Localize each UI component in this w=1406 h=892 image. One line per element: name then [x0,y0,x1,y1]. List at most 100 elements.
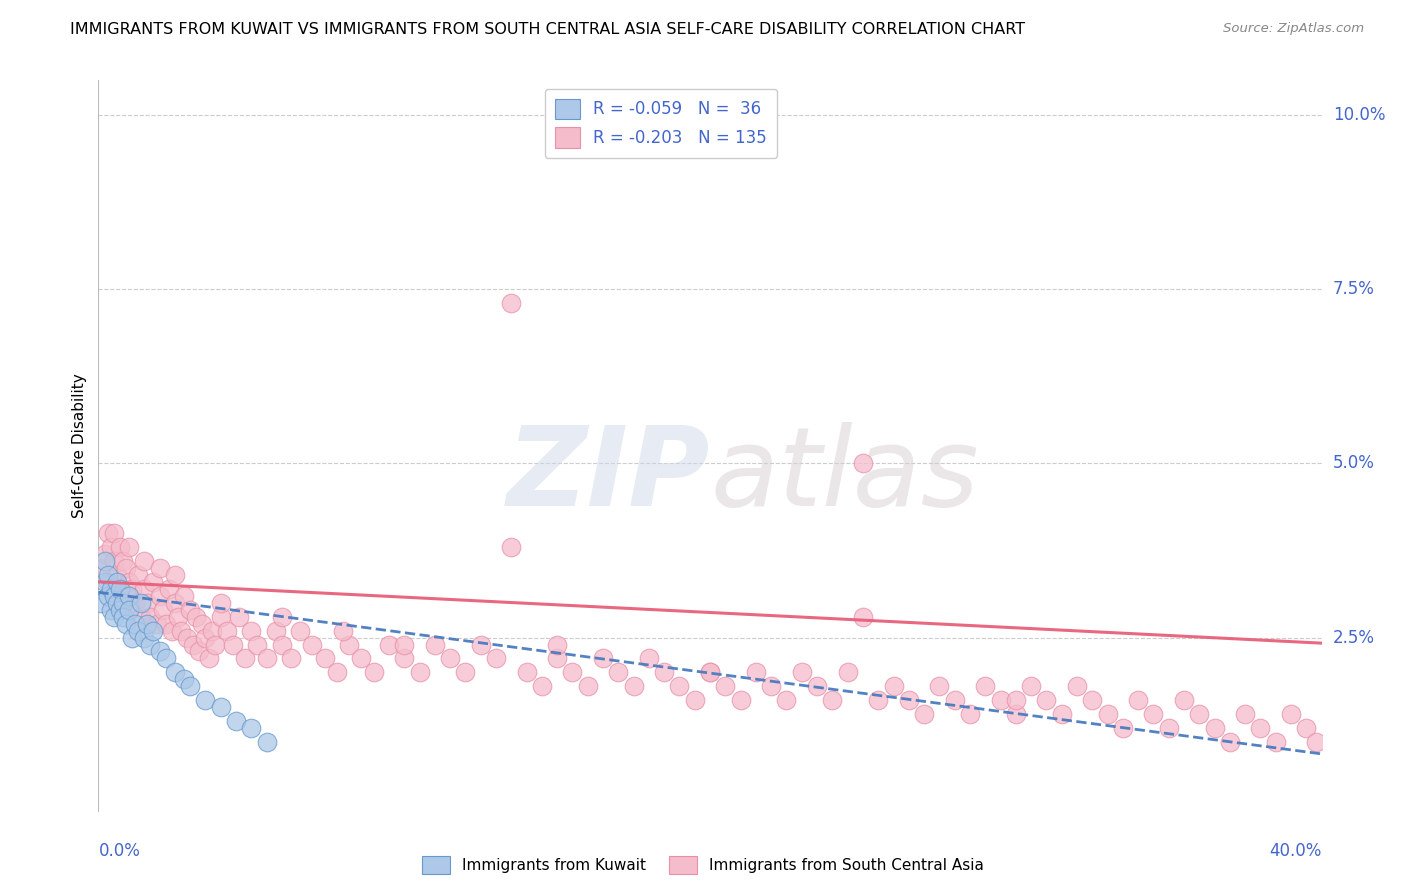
Point [129,609,152,624]
Point [337,638,360,652]
Point [1249,721,1271,735]
Point [1204,721,1226,735]
Point [1188,707,1211,722]
Text: Source: ZipAtlas.com: Source: ZipAtlas.com [1223,22,1364,36]
Point [423,638,446,652]
Point [1128,693,1150,707]
Point [118,589,141,603]
Point [1279,707,1302,722]
Point [516,665,538,680]
Point [233,651,256,665]
Point [363,665,385,680]
Point [222,638,245,652]
Point [142,574,165,589]
Point [111,596,134,610]
Point [714,679,737,693]
Point [530,679,553,693]
Point [301,638,323,652]
Point [108,540,131,554]
Text: 7.5%: 7.5% [1333,280,1375,298]
Text: atlas: atlas [710,422,979,529]
Point [332,624,354,638]
Point [868,693,890,707]
Point [149,589,172,603]
Point [111,609,134,624]
Point [454,665,477,680]
Point [683,693,706,707]
Point [546,638,568,652]
Point [852,609,875,624]
Point [897,693,920,707]
Point [775,693,797,707]
Point [155,616,177,631]
Point [215,624,238,638]
Point [105,574,128,589]
Point [607,665,630,680]
Point [439,651,461,665]
Point [912,707,935,722]
Point [470,638,492,652]
Point [115,616,138,631]
Point [240,624,263,638]
Point [181,638,204,652]
Point [124,616,146,631]
Point [392,651,416,665]
Y-axis label: Self-Care Disability: Self-Care Disability [72,374,87,518]
Point [197,651,219,665]
Point [1173,693,1195,707]
Text: 10.0%: 10.0% [1333,106,1385,124]
Point [256,735,278,749]
Point [121,631,143,645]
Point [209,596,232,610]
Text: IMMIGRANTS FROM KUWAIT VS IMMIGRANTS FROM SOUTH CENTRAL ASIA SELF-CARE DISABILIT: IMMIGRANTS FROM KUWAIT VS IMMIGRANTS FRO… [70,22,1025,37]
Point [790,665,813,680]
Point [136,616,159,631]
Point [127,567,149,582]
Point [501,540,523,554]
Point [350,651,373,665]
Point [108,582,131,596]
Point [821,693,844,707]
Point [118,603,141,617]
Point [176,631,198,645]
Point [1234,707,1257,722]
Point [118,540,141,554]
Point [837,665,859,680]
Point [699,665,721,680]
Point [145,616,167,631]
Point [97,589,120,603]
Text: 0.0%: 0.0% [98,842,141,860]
Point [149,561,172,575]
Point [105,567,128,582]
Point [280,651,302,665]
Point [100,582,122,596]
Point [186,609,208,624]
Text: 40.0%: 40.0% [1270,842,1322,860]
Point [103,526,125,541]
Point [1081,693,1104,707]
Point [163,596,186,610]
Point [179,603,201,617]
Point [97,567,120,582]
Point [290,624,312,638]
Point [1142,707,1164,722]
Point [127,624,149,638]
Point [188,644,211,658]
Point [637,651,661,665]
Point [264,624,287,638]
Point [194,693,217,707]
Point [103,609,125,624]
Point [1004,693,1026,707]
Point [378,638,401,652]
Point [90,561,112,575]
Point [139,609,162,624]
Point [745,665,768,680]
Point [100,603,122,617]
Point [943,693,966,707]
Point [209,609,232,624]
Point [1050,707,1073,722]
Point [1305,735,1327,749]
Point [121,582,143,596]
Point [546,651,568,665]
Point [1295,721,1317,735]
